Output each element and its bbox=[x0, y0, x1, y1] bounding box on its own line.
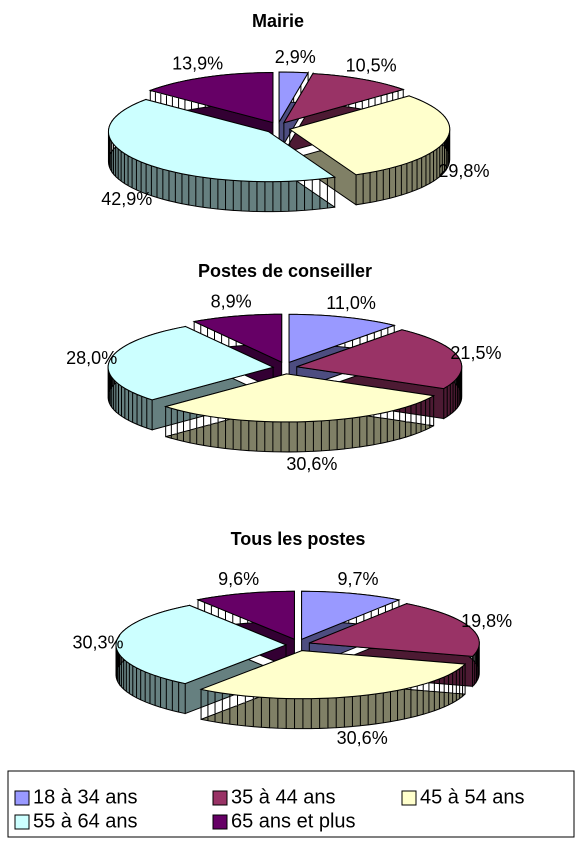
slice bbox=[107, 98, 337, 183]
data-label: 29,8% bbox=[438, 161, 489, 181]
data-label: 30,6% bbox=[286, 454, 337, 474]
slice bbox=[163, 373, 436, 423]
slice bbox=[288, 313, 397, 364]
slice bbox=[115, 604, 288, 685]
chart-title: Tous les postes bbox=[231, 529, 366, 549]
slice bbox=[301, 590, 401, 641]
legend-label: 35 à 44 ans bbox=[231, 786, 336, 808]
legend-swatch bbox=[14, 814, 30, 830]
slice bbox=[282, 73, 405, 124]
slice bbox=[288, 95, 451, 176]
data-label: 42,9% bbox=[101, 189, 152, 209]
legend-swatch bbox=[401, 790, 417, 806]
slice bbox=[196, 590, 295, 641]
chart-title: Postes de conseiller bbox=[198, 261, 372, 281]
data-label: 13,9% bbox=[172, 53, 223, 73]
legend-swatch bbox=[212, 814, 228, 830]
legend-swatch bbox=[14, 790, 30, 806]
slice bbox=[296, 329, 463, 390]
data-label: 30,3% bbox=[73, 633, 124, 653]
legend-label: 55 à 64 ans bbox=[33, 810, 138, 832]
legend-label: 18 à 34 ans bbox=[33, 786, 138, 808]
slice bbox=[148, 72, 274, 124]
slice bbox=[309, 603, 480, 657]
slice bbox=[107, 326, 275, 401]
legend-swatch bbox=[212, 790, 228, 806]
data-label: 11,0% bbox=[326, 293, 376, 313]
legend-label: 45 à 54 ans bbox=[420, 786, 525, 808]
data-label: 2,9% bbox=[275, 47, 316, 67]
data-label: 21,5% bbox=[450, 343, 501, 363]
slice bbox=[278, 71, 309, 124]
legend-label: 65 ans et plus bbox=[231, 810, 356, 832]
slice bbox=[199, 650, 467, 700]
data-label: 10,5% bbox=[346, 56, 397, 76]
chart-title: Mairie bbox=[252, 11, 304, 31]
data-label: 19,8% bbox=[461, 611, 512, 631]
data-label: 9,7% bbox=[337, 569, 378, 589]
slice bbox=[192, 313, 283, 364]
data-label: 30,6% bbox=[337, 728, 388, 748]
data-label: 28,0% bbox=[66, 348, 117, 368]
data-label: 8,9% bbox=[211, 291, 252, 311]
legend-box bbox=[7, 770, 575, 838]
data-label: 9,6% bbox=[218, 569, 259, 589]
